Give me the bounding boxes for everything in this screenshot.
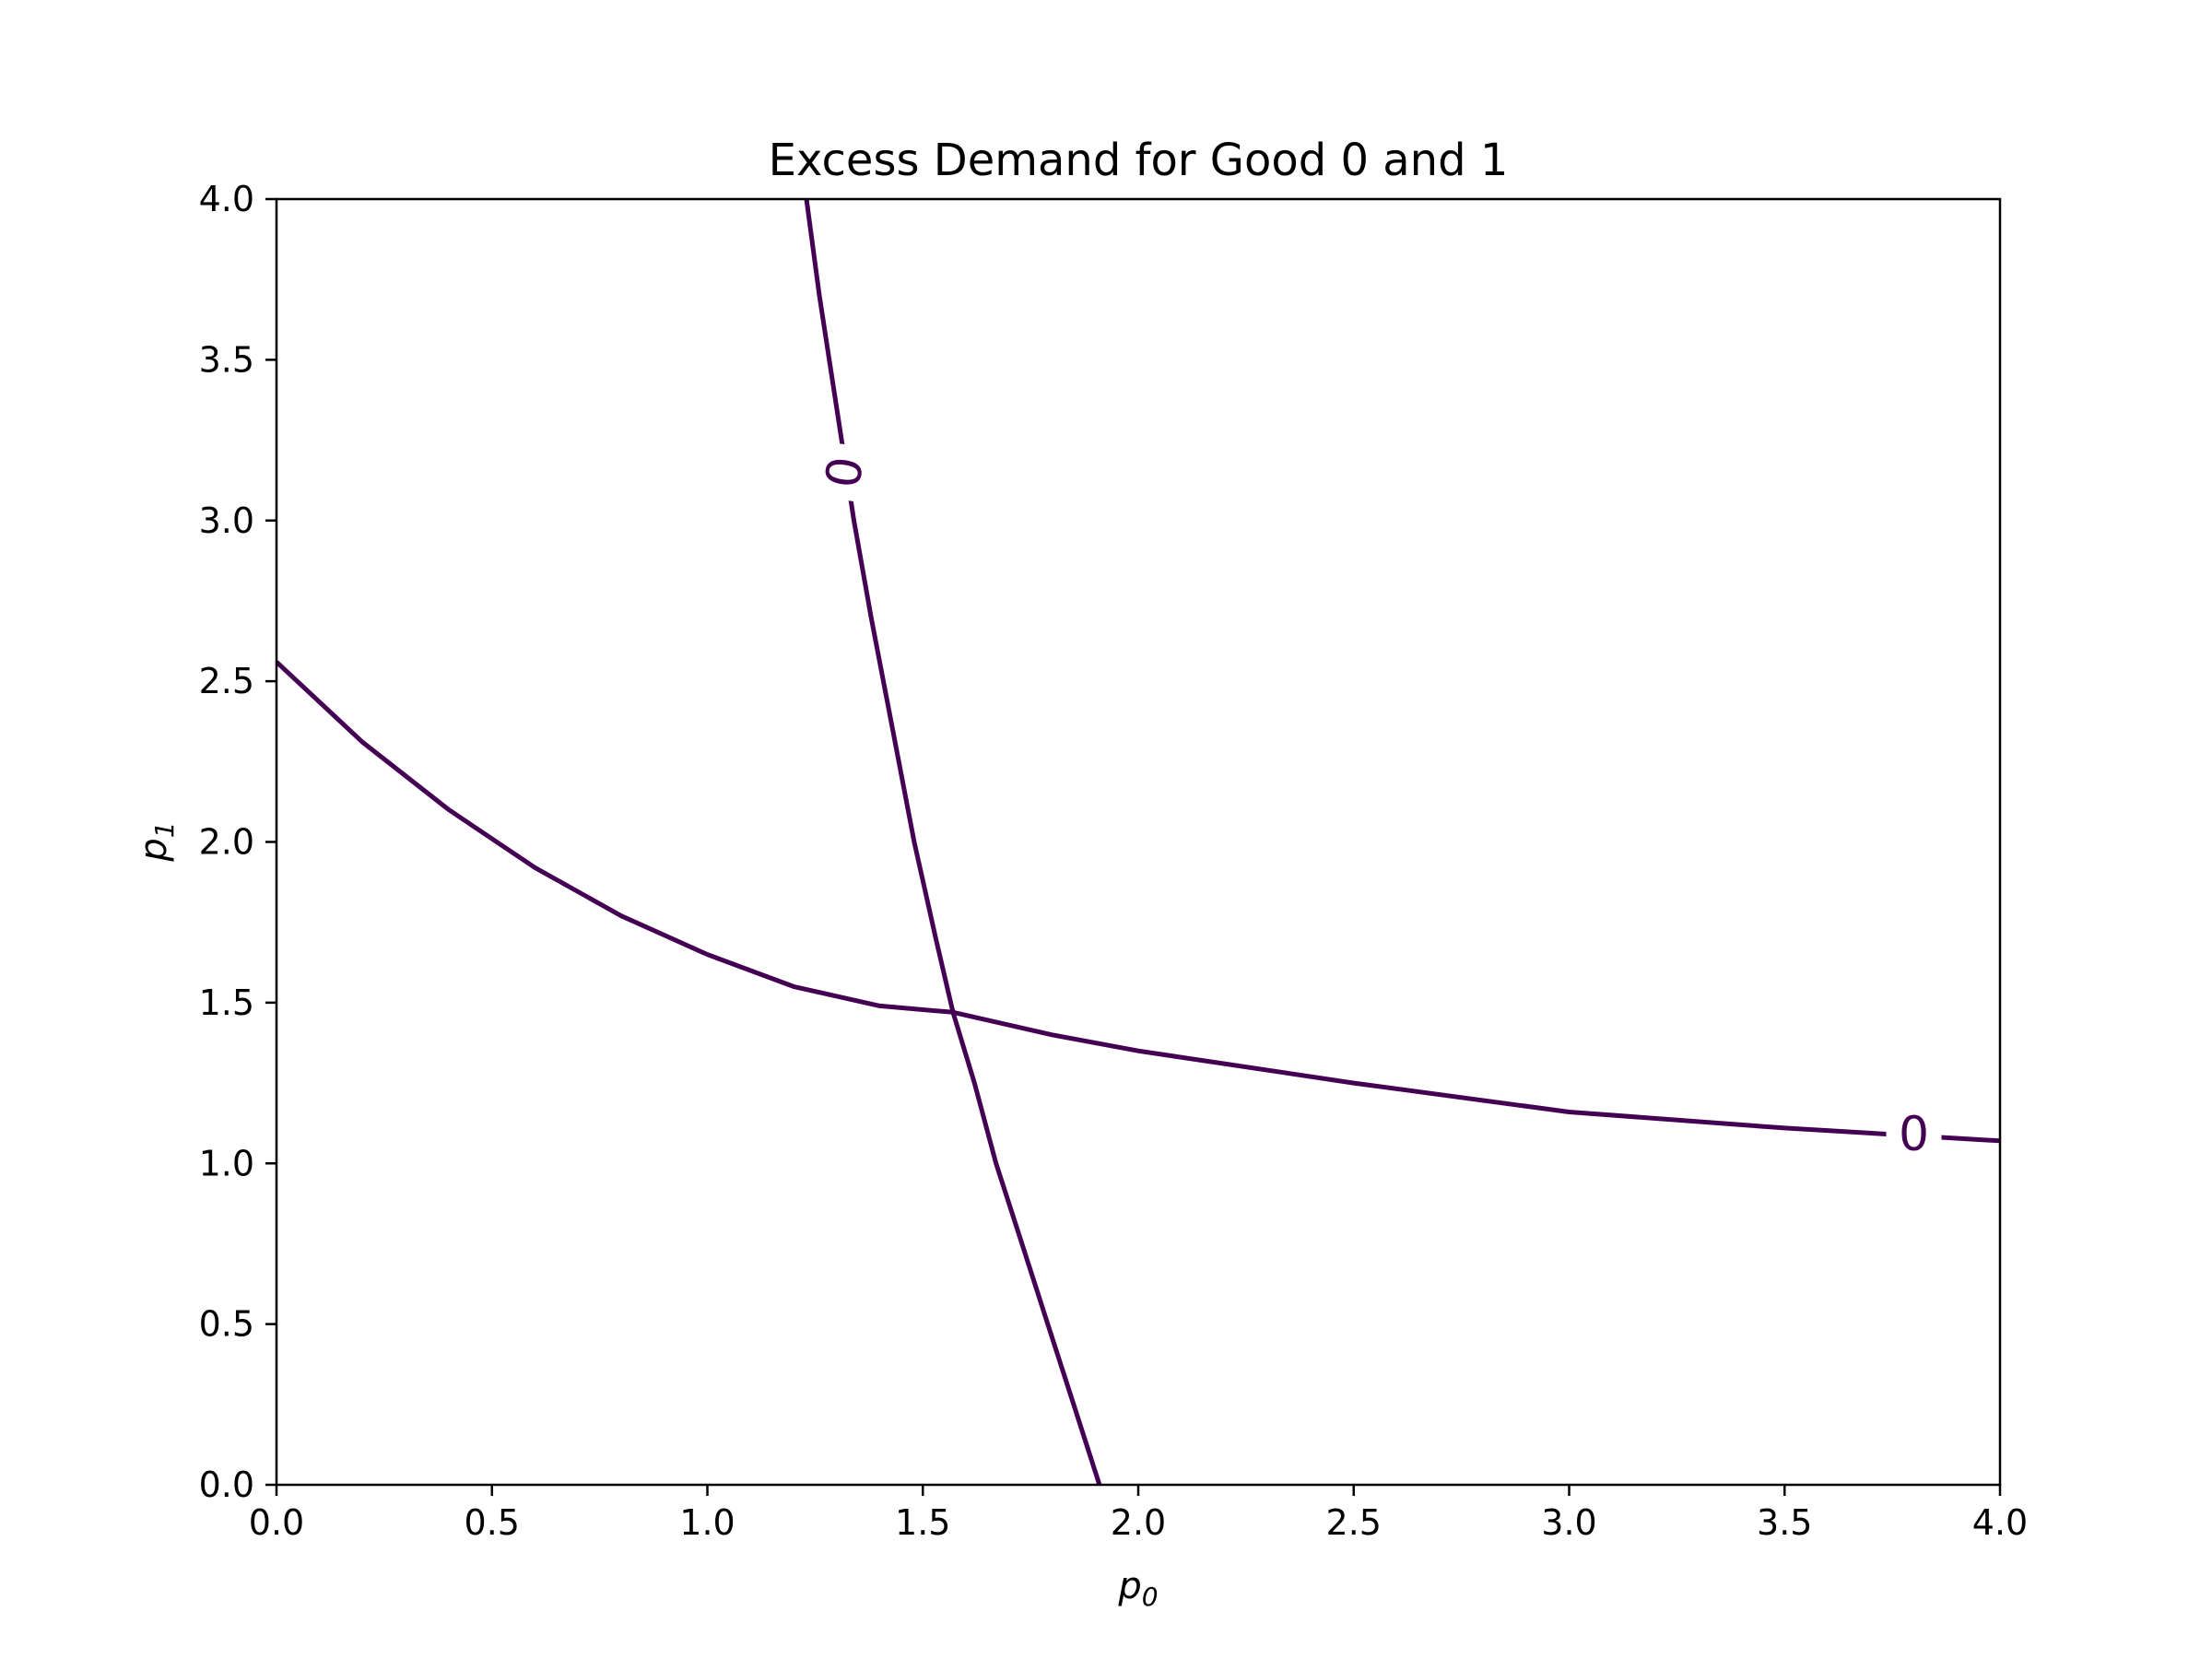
y-tick-label: 1.0 — [199, 1143, 254, 1183]
y-tick-label: 1.5 — [199, 982, 254, 1023]
chart-title: Excess Demand for Good 0 and 1 — [769, 135, 1509, 186]
contour-level-label: 0 — [816, 453, 875, 491]
y-tick-label: 0.0 — [199, 1465, 254, 1505]
x-axis-label: p0 — [1117, 1565, 1158, 1612]
y-tick-label: 2.5 — [199, 661, 254, 701]
y-tick-label: 3.5 — [199, 339, 254, 380]
x-tick-label: 1.0 — [679, 1502, 735, 1543]
x-tick-label: 3.0 — [1541, 1502, 1596, 1543]
y-axis: 0.0 0.5 1.0 1.5 2.0 2.5 3.0 3.5 4.0 — [199, 179, 276, 1505]
y-tick-label: 0.5 — [199, 1304, 254, 1345]
contour-line — [275, 660, 2001, 1144]
y-tick-label: 2.0 — [199, 822, 254, 863]
x-tick-label: 2.5 — [1326, 1502, 1382, 1543]
plot-area: 00 — [275, 198, 2001, 1486]
contour-line — [804, 198, 1102, 1486]
y-tick-label: 3.0 — [199, 500, 254, 541]
x-tick-label: 0.0 — [249, 1502, 304, 1543]
x-tick-label: 4.0 — [1972, 1502, 2028, 1543]
x-axis: 0.0 0.5 1.0 1.5 2.0 2.5 3.0 3.5 4.0 — [249, 1485, 2028, 1543]
y-axis-label: p1 — [133, 821, 180, 862]
x-tick-label: 2.0 — [1111, 1502, 1166, 1543]
x-tick-label: 0.5 — [465, 1502, 520, 1543]
y-tick-label: 4.0 — [199, 179, 254, 219]
x-tick-label: 1.5 — [895, 1502, 950, 1543]
x-tick-label: 3.5 — [1757, 1502, 1812, 1543]
contour-level-label: 0 — [1899, 1107, 1929, 1162]
